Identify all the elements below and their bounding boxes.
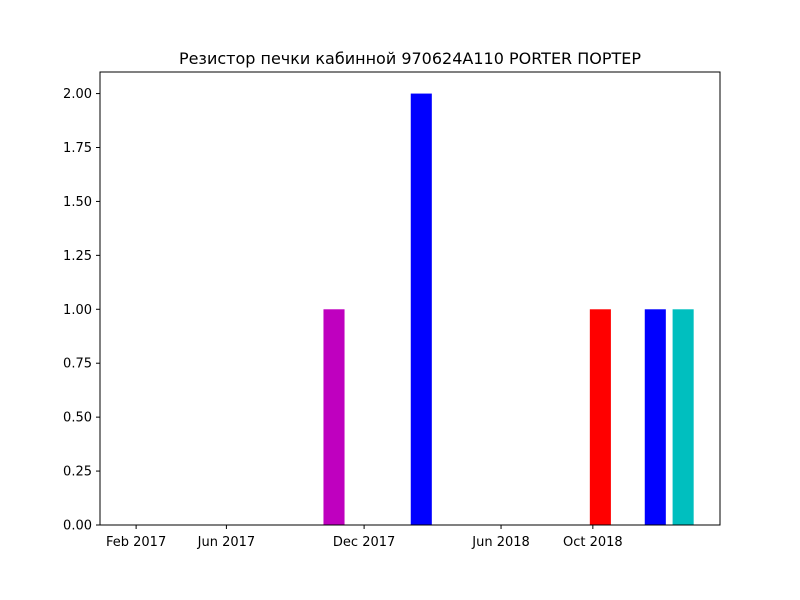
bar-2	[589, 309, 611, 525]
y-tick-label-3: 0.75	[63, 357, 92, 372]
bar-4	[672, 309, 694, 525]
bar-0	[323, 309, 345, 525]
y-tick-label-7: 1.75	[63, 141, 92, 156]
y-tick-label-1: 0.25	[63, 465, 92, 480]
x-tick-label-3: Jun 2018	[471, 535, 530, 550]
bar-1	[410, 93, 432, 525]
y-tick-label-2: 0.50	[63, 411, 92, 426]
y-tick-label-5: 1.25	[63, 249, 92, 264]
bars-layer	[323, 93, 694, 525]
y-tick-label-0: 0.00	[63, 519, 92, 534]
x-axis: Feb 2017 Jun 2017 Dec 2017 Jun 2018 Oct 2018	[106, 525, 623, 550]
bar-3	[644, 309, 666, 525]
x-tick-label-0: Feb 2017	[106, 535, 166, 550]
chart-title: Резистор печки кабинной 970624A110 PORTE…	[179, 49, 641, 68]
x-tick-label-1: Jun 2017	[197, 535, 256, 550]
x-tick-label-4: Oct 2018	[563, 535, 623, 550]
plot-frame	[99, 71, 721, 526]
y-tick-label-6: 1.50	[63, 195, 92, 210]
y-tick-label-8: 2.00	[63, 87, 92, 102]
y-axis: 0.00 0.25 0.50 0.75 1.00 1.25 1.50 1.75 2.00	[63, 87, 100, 534]
y-tick-label-4: 1.00	[63, 303, 92, 318]
x-tick-label-2: Dec 2017	[333, 535, 395, 550]
